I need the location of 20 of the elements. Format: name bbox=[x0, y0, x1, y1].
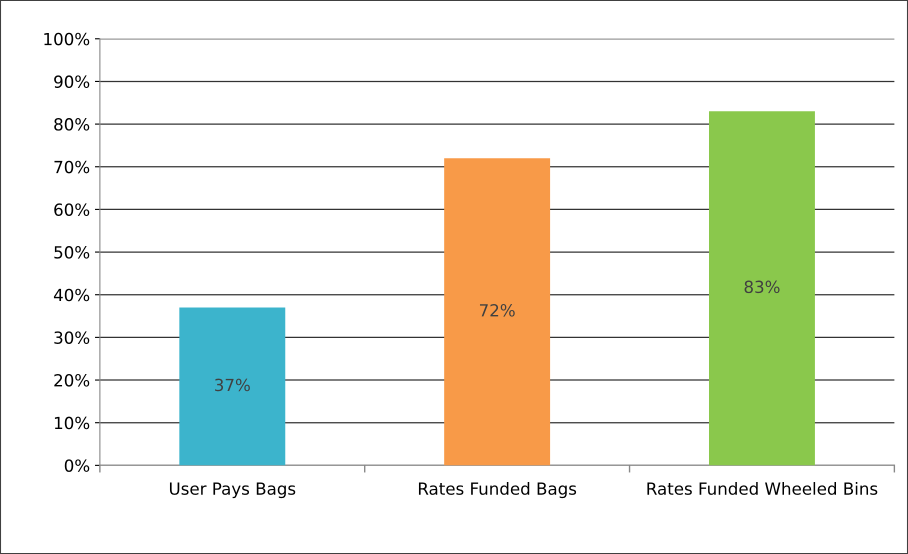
y-tick-label: 90% bbox=[54, 75, 90, 88]
x-tick-label: User Pays Bags bbox=[170, 482, 296, 498]
x-tick-label: Rates Funded Bags bbox=[418, 482, 576, 498]
y-tick-label: 40% bbox=[54, 288, 90, 302]
data-label: 83% bbox=[744, 280, 780, 294]
y-tick-label: 70% bbox=[54, 160, 90, 174]
y-tick-label: 80% bbox=[54, 118, 90, 131]
bar bbox=[444, 158, 550, 466]
y-tick-label: 30% bbox=[54, 331, 90, 344]
y-tick-label: 50% bbox=[54, 246, 90, 259]
y-tick-label: 100% bbox=[44, 32, 90, 46]
data-label: 72% bbox=[480, 304, 515, 317]
data-label: 37% bbox=[215, 378, 250, 392]
y-tick-label: 10% bbox=[54, 416, 90, 430]
y-tick-label: 20% bbox=[54, 374, 90, 387]
bar bbox=[179, 308, 286, 466]
x-tick-label: Rates Funded Wheeled Bins bbox=[647, 482, 878, 495]
y-tick-label: 0% bbox=[64, 459, 90, 472]
bar bbox=[708, 111, 815, 466]
y-tick-label: 60% bbox=[54, 203, 90, 216]
